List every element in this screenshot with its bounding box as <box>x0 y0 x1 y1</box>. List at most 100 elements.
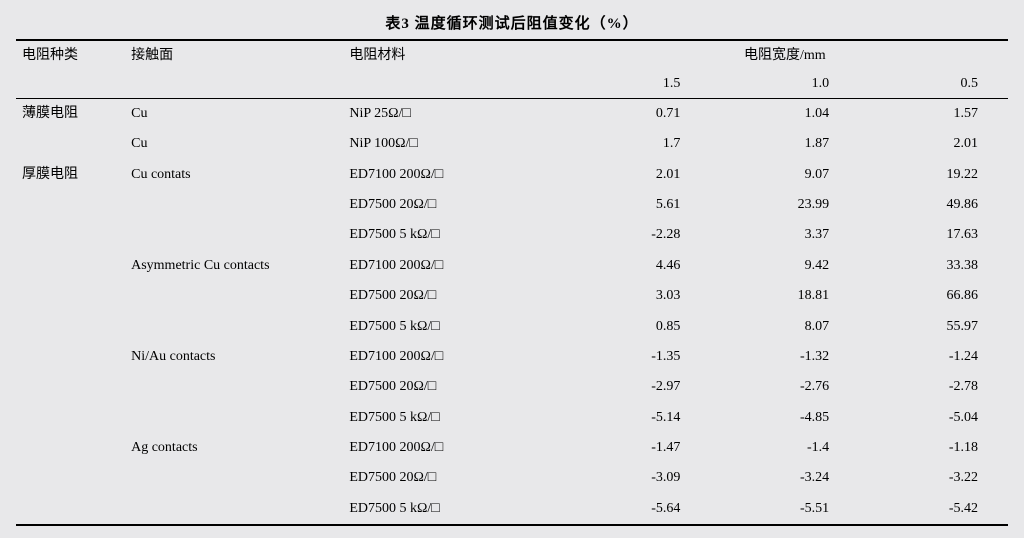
cell-surface: Cu <box>125 129 343 159</box>
cell-material: ED7500 20Ω/□ <box>343 190 561 220</box>
cell-surface <box>125 494 343 525</box>
cell-material: ED7500 5 kΩ/□ <box>343 403 561 433</box>
col-material: 电阻材料 <box>343 40 561 71</box>
cell-v05: -1.18 <box>859 433 1008 463</box>
col-w15: 1.5 <box>562 71 711 98</box>
cell-v15: 0.71 <box>562 98 711 129</box>
cell-v10: -5.51 <box>710 494 859 525</box>
cell-v10: 1.87 <box>710 129 859 159</box>
table-row: ED7500 5 kΩ/□-2.283.3717.63 <box>16 220 1008 250</box>
cell-material: ED7100 200Ω/□ <box>343 160 561 190</box>
cell-v05: -1.24 <box>859 342 1008 372</box>
cell-material: ED7500 5 kΩ/□ <box>343 220 561 250</box>
col-w05: 0.5 <box>859 71 1008 98</box>
cell-v15: 0.85 <box>562 312 711 342</box>
cell-v15: 1.7 <box>562 129 711 159</box>
cell-v10: -3.24 <box>710 463 859 493</box>
table-row: Ag contactsED7100 200Ω/□-1.47-1.4-1.18 <box>16 433 1008 463</box>
table-row: ED7500 5 kΩ/□-5.14-4.85-5.04 <box>16 403 1008 433</box>
cell-material: ED7500 20Ω/□ <box>343 281 561 311</box>
cell-v15: 4.46 <box>562 251 711 281</box>
cell-v05: -2.78 <box>859 372 1008 402</box>
cell-v05: -5.04 <box>859 403 1008 433</box>
cell-type: 厚膜电阻 <box>16 160 125 190</box>
table-row: ED7500 5 kΩ/□-5.64-5.51-5.42 <box>16 494 1008 525</box>
cell-v05: 49.86 <box>859 190 1008 220</box>
cell-type <box>16 494 125 525</box>
cell-surface <box>125 312 343 342</box>
col-w10: 1.0 <box>710 71 859 98</box>
cell-type <box>16 190 125 220</box>
cell-v05: 2.01 <box>859 129 1008 159</box>
cell-surface: Ni/Au contacts <box>125 342 343 372</box>
cell-type <box>16 251 125 281</box>
table-row: 薄膜电阻CuNiP 25Ω/□0.711.041.57 <box>16 98 1008 129</box>
cell-surface: Asymmetric Cu contacts <box>125 251 343 281</box>
table-row: Ni/Au contactsED7100 200Ω/□-1.35-1.32-1.… <box>16 342 1008 372</box>
cell-v15: 5.61 <box>562 190 711 220</box>
cell-type <box>16 312 125 342</box>
cell-v10: -4.85 <box>710 403 859 433</box>
cell-v10: 8.07 <box>710 312 859 342</box>
table-row: ED7500 20Ω/□-2.97-2.76-2.78 <box>16 372 1008 402</box>
table-row: ED7500 20Ω/□5.6123.9949.86 <box>16 190 1008 220</box>
cell-type <box>16 403 125 433</box>
cell-surface: Cu contats <box>125 160 343 190</box>
cell-type <box>16 433 125 463</box>
cell-material: NiP 100Ω/□ <box>343 129 561 159</box>
cell-v15: -5.14 <box>562 403 711 433</box>
col-type: 电阻种类 <box>16 40 125 71</box>
cell-v10: 3.37 <box>710 220 859 250</box>
table-row: Asymmetric Cu contactsED7100 200Ω/□4.469… <box>16 251 1008 281</box>
cell-v05: 55.97 <box>859 312 1008 342</box>
cell-surface <box>125 220 343 250</box>
cell-v15: 2.01 <box>562 160 711 190</box>
cell-material: ED7500 5 kΩ/□ <box>343 494 561 525</box>
cell-v10: 1.04 <box>710 98 859 129</box>
cell-v15: -1.35 <box>562 342 711 372</box>
cell-material: ED7100 200Ω/□ <box>343 251 561 281</box>
cell-surface: Ag contacts <box>125 433 343 463</box>
cell-v10: -1.32 <box>710 342 859 372</box>
table-row: ED7500 5 kΩ/□0.858.0755.97 <box>16 312 1008 342</box>
table-row: CuNiP 100Ω/□1.71.872.01 <box>16 129 1008 159</box>
cell-v15: -1.47 <box>562 433 711 463</box>
data-table: 电阻种类 接触面 电阻材料 电阻宽度/mm 1.5 1.0 0.5 薄膜电阻Cu… <box>16 39 1008 526</box>
cell-type <box>16 372 125 402</box>
cell-surface <box>125 372 343 402</box>
cell-type <box>16 129 125 159</box>
cell-material: ED7500 20Ω/□ <box>343 463 561 493</box>
cell-surface <box>125 190 343 220</box>
header-row-1: 电阻种类 接触面 电阻材料 电阻宽度/mm <box>16 40 1008 71</box>
cell-v05: 17.63 <box>859 220 1008 250</box>
cell-v10: 23.99 <box>710 190 859 220</box>
cell-type <box>16 220 125 250</box>
cell-v05: 1.57 <box>859 98 1008 129</box>
cell-type <box>16 281 125 311</box>
header-row-2: 1.5 1.0 0.5 <box>16 71 1008 98</box>
cell-surface <box>125 403 343 433</box>
cell-v05: -3.22 <box>859 463 1008 493</box>
cell-material: ED7100 200Ω/□ <box>343 342 561 372</box>
cell-v15: 3.03 <box>562 281 711 311</box>
cell-material: NiP 25Ω/□ <box>343 98 561 129</box>
cell-v05: 33.38 <box>859 251 1008 281</box>
col-surface: 接触面 <box>125 40 343 71</box>
cell-v10: -1.4 <box>710 433 859 463</box>
cell-v15: -5.64 <box>562 494 711 525</box>
table-body: 薄膜电阻CuNiP 25Ω/□0.711.041.57CuNiP 100Ω/□1… <box>16 98 1008 525</box>
cell-type: 薄膜电阻 <box>16 98 125 129</box>
cell-material: ED7500 20Ω/□ <box>343 372 561 402</box>
cell-type <box>16 463 125 493</box>
cell-surface <box>125 463 343 493</box>
table-row: ED7500 20Ω/□-3.09-3.24-3.22 <box>16 463 1008 493</box>
col-width-group: 电阻宽度/mm <box>562 40 1008 71</box>
cell-v10: 18.81 <box>710 281 859 311</box>
cell-surface <box>125 281 343 311</box>
cell-type <box>16 342 125 372</box>
cell-v15: -3.09 <box>562 463 711 493</box>
table-row: 厚膜电阻Cu contatsED7100 200Ω/□2.019.0719.22 <box>16 160 1008 190</box>
cell-surface: Cu <box>125 98 343 129</box>
cell-v15: -2.97 <box>562 372 711 402</box>
cell-material: ED7100 200Ω/□ <box>343 433 561 463</box>
